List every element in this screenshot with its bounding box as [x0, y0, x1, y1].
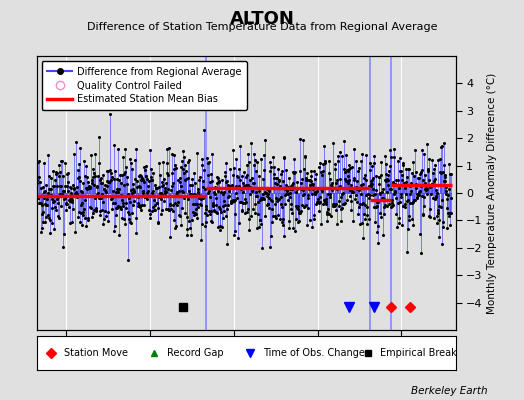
- Y-axis label: Monthly Temperature Anomaly Difference (°C): Monthly Temperature Anomaly Difference (…: [487, 72, 497, 314]
- Text: Station Move: Station Move: [64, 348, 128, 358]
- Legend: Difference from Regional Average, Quality Control Failed, Estimated Station Mean: Difference from Regional Average, Qualit…: [41, 61, 247, 110]
- Text: Record Gap: Record Gap: [167, 348, 223, 358]
- Text: ALTON: ALTON: [230, 10, 294, 28]
- Text: Berkeley Earth: Berkeley Earth: [411, 386, 487, 396]
- Text: Time of Obs. Change: Time of Obs. Change: [263, 348, 365, 358]
- Text: Empirical Break: Empirical Break: [380, 348, 457, 358]
- Text: Difference of Station Temperature Data from Regional Average: Difference of Station Temperature Data f…: [87, 22, 437, 32]
